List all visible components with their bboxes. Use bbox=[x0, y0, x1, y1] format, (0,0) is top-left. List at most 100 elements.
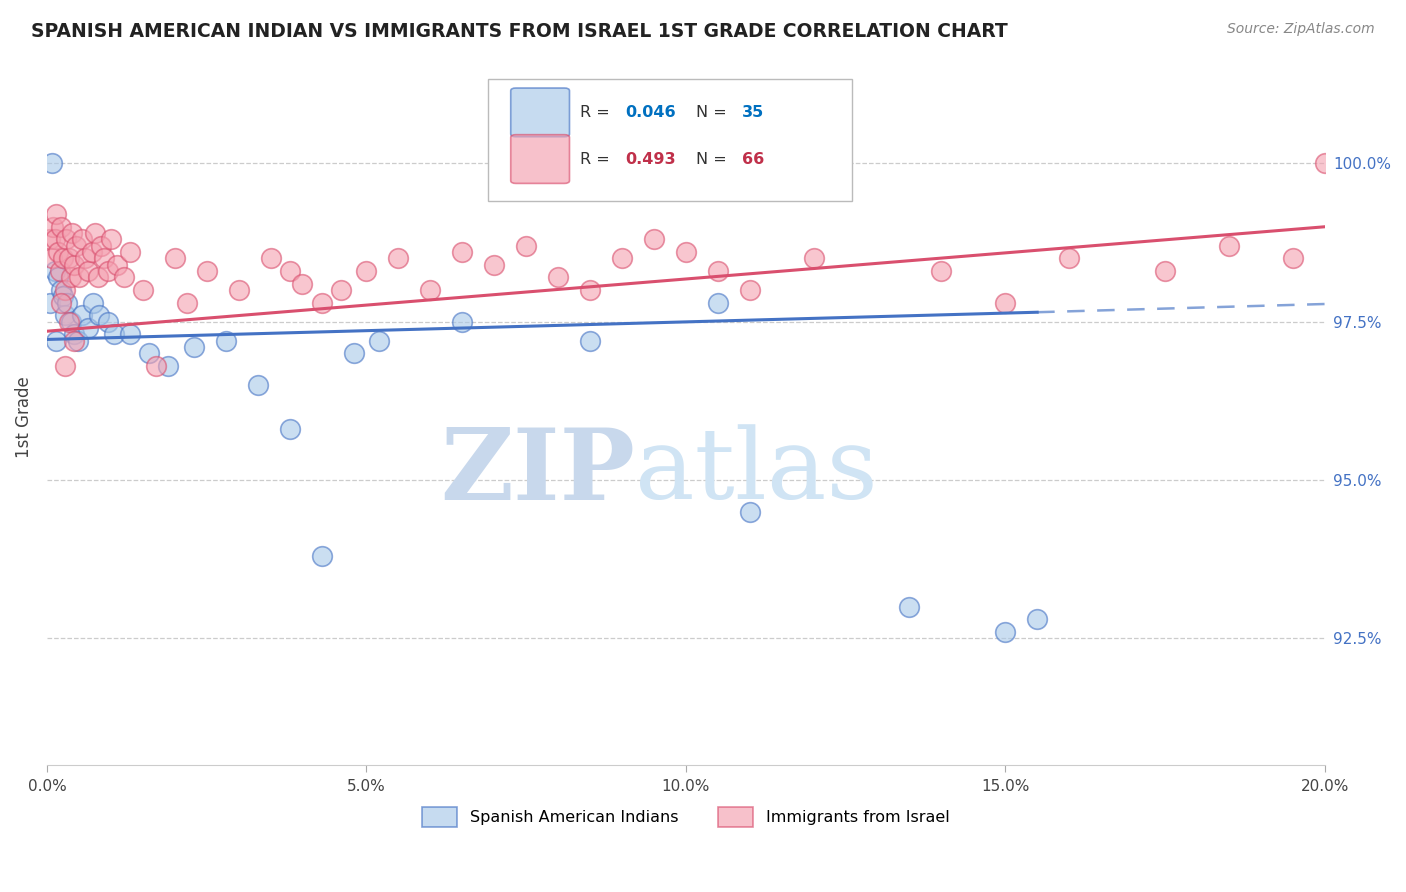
Point bbox=[70, 232, 93, 246]
Point bbox=[60, 315, 83, 329]
Point bbox=[329, 283, 352, 297]
Point bbox=[138, 346, 160, 360]
Point bbox=[48, 264, 70, 278]
Point bbox=[70, 309, 93, 323]
Point bbox=[706, 264, 728, 278]
Point bbox=[278, 264, 301, 278]
Point bbox=[278, 422, 301, 436]
Point bbox=[1281, 252, 1303, 266]
Point bbox=[62, 334, 84, 348]
Point bbox=[994, 624, 1017, 639]
Point bbox=[87, 270, 110, 285]
Point bbox=[738, 283, 761, 297]
Point bbox=[48, 270, 70, 285]
Point bbox=[1026, 612, 1049, 626]
Point bbox=[342, 346, 364, 360]
Point bbox=[1313, 156, 1336, 170]
Text: R =: R = bbox=[579, 105, 614, 120]
Text: 66: 66 bbox=[742, 152, 765, 167]
Point bbox=[675, 245, 697, 260]
Point bbox=[67, 270, 90, 285]
Point bbox=[547, 270, 569, 285]
Point bbox=[706, 295, 728, 310]
Point bbox=[195, 264, 218, 278]
Point bbox=[1218, 239, 1240, 253]
FancyBboxPatch shape bbox=[488, 79, 852, 201]
Point bbox=[44, 232, 66, 246]
Point bbox=[62, 327, 84, 342]
Point bbox=[62, 226, 84, 240]
Point bbox=[97, 315, 120, 329]
Point bbox=[118, 327, 141, 342]
Point bbox=[41, 156, 63, 170]
Point bbox=[1154, 264, 1177, 278]
Point bbox=[145, 359, 167, 373]
Point bbox=[132, 283, 155, 297]
Text: SPANISH AMERICAN INDIAN VS IMMIGRANTS FROM ISRAEL 1ST GRADE CORRELATION CHART: SPANISH AMERICAN INDIAN VS IMMIGRANTS FR… bbox=[31, 22, 1008, 41]
Point bbox=[53, 309, 76, 323]
Point bbox=[451, 245, 474, 260]
Point bbox=[49, 219, 72, 234]
Point bbox=[48, 245, 70, 260]
Point bbox=[80, 245, 103, 260]
Y-axis label: 1st Grade: 1st Grade bbox=[15, 376, 32, 458]
Point bbox=[579, 283, 602, 297]
Point bbox=[53, 359, 76, 373]
Point bbox=[451, 315, 474, 329]
Point bbox=[52, 289, 75, 303]
Point bbox=[215, 334, 238, 348]
Point bbox=[42, 219, 65, 234]
Point bbox=[49, 283, 72, 297]
Text: 0.493: 0.493 bbox=[626, 152, 676, 167]
Point bbox=[58, 252, 80, 266]
FancyBboxPatch shape bbox=[510, 88, 569, 136]
Point bbox=[45, 207, 67, 221]
Point bbox=[482, 258, 505, 272]
Point bbox=[610, 252, 633, 266]
Point bbox=[898, 599, 921, 614]
Point bbox=[368, 334, 391, 348]
Point bbox=[58, 315, 80, 329]
Text: ZIP: ZIP bbox=[440, 424, 634, 521]
Point bbox=[62, 258, 84, 272]
Point bbox=[183, 340, 205, 354]
Point bbox=[75, 252, 97, 266]
Point bbox=[66, 334, 89, 348]
Point bbox=[228, 283, 250, 297]
Point bbox=[419, 283, 441, 297]
Point bbox=[163, 252, 186, 266]
Point bbox=[643, 232, 665, 246]
Point bbox=[579, 334, 602, 348]
Point bbox=[118, 245, 141, 260]
Point bbox=[246, 378, 269, 392]
Point bbox=[83, 226, 105, 240]
Point bbox=[105, 258, 128, 272]
Point bbox=[311, 295, 333, 310]
Point bbox=[55, 232, 77, 246]
Point bbox=[39, 232, 62, 246]
Text: 0.046: 0.046 bbox=[626, 105, 676, 120]
Text: N =: N = bbox=[696, 152, 733, 167]
Point bbox=[112, 270, 135, 285]
Point bbox=[97, 264, 120, 278]
Point bbox=[52, 252, 75, 266]
Point bbox=[82, 295, 104, 310]
Point bbox=[45, 334, 67, 348]
Point bbox=[931, 264, 953, 278]
Text: 35: 35 bbox=[742, 105, 765, 120]
Text: N =: N = bbox=[696, 105, 733, 120]
Point bbox=[515, 239, 537, 253]
Point bbox=[994, 295, 1017, 310]
Point bbox=[738, 505, 761, 519]
Point bbox=[1057, 252, 1080, 266]
Point bbox=[103, 327, 125, 342]
Point bbox=[157, 359, 180, 373]
Point bbox=[53, 283, 76, 297]
Point bbox=[60, 270, 83, 285]
Point bbox=[77, 321, 100, 335]
Text: Source: ZipAtlas.com: Source: ZipAtlas.com bbox=[1227, 22, 1375, 37]
Point bbox=[56, 295, 79, 310]
Point bbox=[100, 232, 122, 246]
Point bbox=[291, 277, 314, 291]
Point bbox=[356, 264, 378, 278]
